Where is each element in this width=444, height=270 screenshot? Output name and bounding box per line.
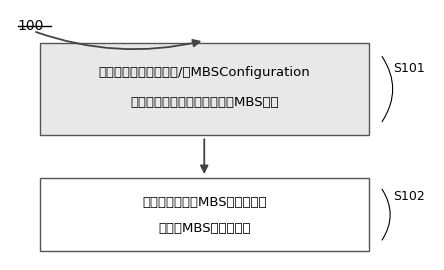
FancyBboxPatch shape: [40, 178, 369, 251]
Text: S102: S102: [393, 190, 425, 203]
Text: 100: 100: [18, 19, 44, 33]
Text: 消息，其中指示了基站支持的MBS类型: 消息，其中指示了基站支持的MBS类型: [130, 96, 278, 109]
Text: 根据基站支持的MBS类型，进行: 根据基站支持的MBS类型，进行: [142, 196, 266, 209]
Text: 从基站接收系统信息和/或MBSConfiguration: 从基站接收系统信息和/或MBSConfiguration: [99, 66, 310, 79]
FancyBboxPatch shape: [40, 43, 369, 135]
Text: S101: S101: [393, 62, 425, 75]
Text: 与接收MBS相应的操作: 与接收MBS相应的操作: [158, 222, 250, 235]
